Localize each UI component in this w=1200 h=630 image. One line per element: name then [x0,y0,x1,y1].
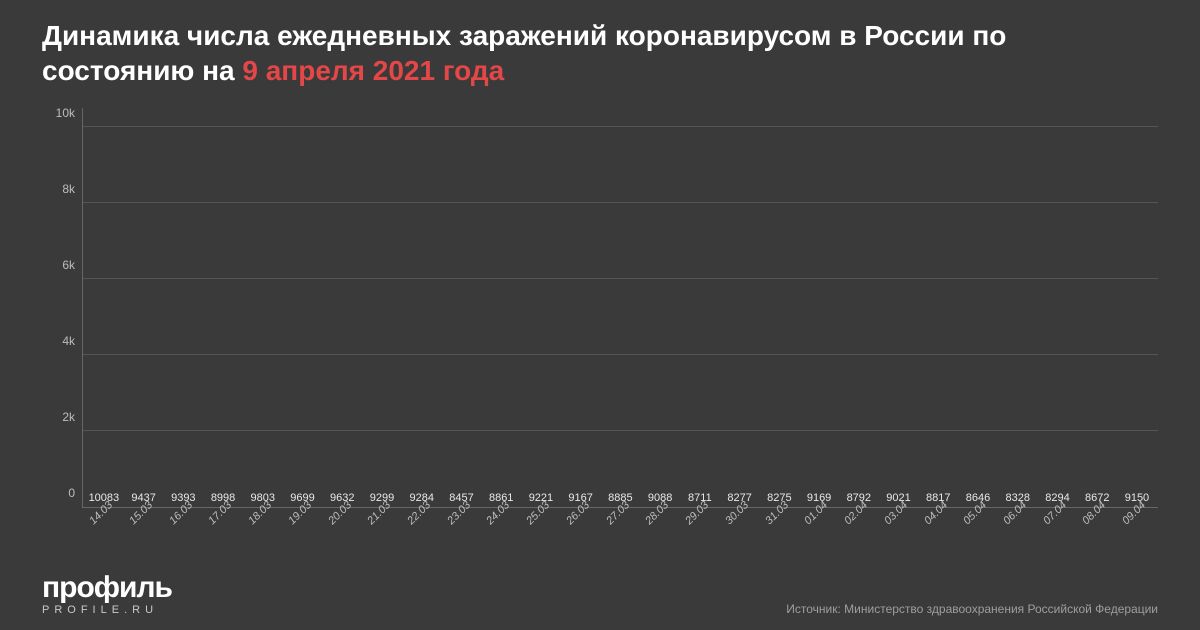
y-tick: 8k [62,182,83,196]
footer: профиль PROFILE.RU Источник: Министерств… [42,573,1158,616]
y-tick: 0 [68,486,83,500]
logo-sub: PROFILE.RU [42,605,172,616]
y-tick: 4k [62,334,83,348]
grid-line [83,202,1158,203]
publisher-logo: профиль PROFILE.RU [42,573,172,616]
source-text: Министерство здравоохранения Российской … [844,602,1158,616]
source-prefix: Источник: [786,602,844,616]
title-accent: 9 апреля 2021 года [242,55,504,86]
grid-line [83,430,1158,431]
y-tick: 10k [56,106,83,120]
bars-container: 1008314.03943715.03939316.03899817.03980… [83,108,1158,507]
bar-chart: 1008314.03943715.03939316.03899817.03980… [42,108,1158,548]
grid-line [83,278,1158,279]
y-tick: 2k [62,410,83,424]
plot-area: 1008314.03943715.03939316.03899817.03980… [82,108,1158,508]
source-line: Источник: Министерство здравоохранения Р… [786,602,1158,616]
y-tick: 6k [62,258,83,272]
grid-line [83,354,1158,355]
title-prefix: Динамика числа ежедневных заражений коро… [42,20,1006,86]
chart-title: Динамика числа ежедневных заражений коро… [42,18,1158,88]
logo-main: профиль [42,573,172,603]
grid-line [83,126,1158,127]
